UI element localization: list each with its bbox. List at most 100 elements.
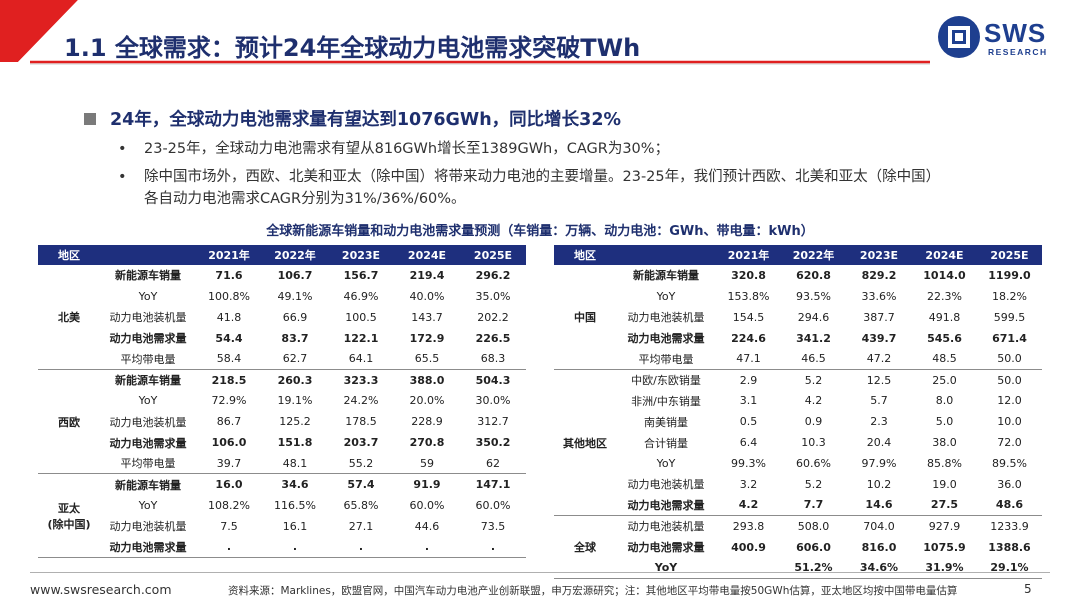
metric-cell: 南美销量 (644, 415, 688, 429)
value-cell: . (328, 536, 394, 558)
value-cell: 60.6% (796, 456, 831, 470)
value-cell: 172.9 (409, 331, 445, 345)
value-cell: 66.9 (282, 310, 308, 324)
value-cell: 20.0% (409, 394, 445, 408)
value-cell: 12.0 (997, 394, 1022, 408)
value-cell: 2.9 (739, 373, 758, 387)
value-cell: 1199.0 (988, 268, 1031, 282)
metric-cell: YoY (138, 394, 158, 408)
value-cell: . (394, 536, 460, 558)
value-cell: 97.9% (861, 456, 897, 470)
table-row: 平均带电量 58.4 62.7 64.1 65.5 68.3 (38, 348, 526, 370)
footer-url: www.swsresearch.com (30, 582, 172, 597)
table-row: 动力电池装机量 154.5 294.6 387.7 491.8 599.5 (554, 307, 1042, 328)
value-cell: 4.2 (716, 494, 781, 517)
value-cell: 387.7 (863, 310, 895, 324)
value-cell: 508.0 (797, 519, 830, 533)
value-cell: 36.0 (997, 477, 1022, 491)
value-cell: 12.5 (866, 373, 892, 387)
value-cell: 671.4 (992, 331, 1027, 345)
value-cell: 30.0% (475, 394, 511, 408)
metric-cell: 平均带电量 (100, 348, 196, 370)
value-cell: 218.5 (211, 373, 247, 387)
value-cell: 47.1 (716, 348, 781, 370)
footer-source: 资料来源：Marklines，欧盟官网，中国汽车动力电池产业创新联盟，申万宏源研… (228, 585, 958, 597)
region-label: 全球 (574, 541, 596, 555)
value-cell: 178.5 (345, 415, 377, 429)
headline-text: 24年，全球动力电池需求量有望达到1076GWh，同比增长32% (110, 110, 622, 130)
value-cell: 93.5% (796, 289, 831, 303)
value-cell: 203.7 (343, 436, 379, 450)
value-cell: 106.0 (211, 436, 247, 450)
value-cell: 64.1 (328, 348, 394, 370)
table-header-cell: 2025E (460, 245, 526, 265)
value-cell: 65.8% (343, 498, 379, 512)
value-cell: 0.5 (739, 415, 758, 429)
value-cell: 57.4 (347, 478, 375, 492)
logo-subtext: RESEARCH (988, 47, 1048, 57)
value-cell: 312.7 (477, 415, 509, 429)
value-cell: 122.1 (343, 331, 379, 345)
value-cell: 58.4 (196, 348, 262, 370)
value-cell: 49.1% (277, 289, 313, 303)
bullet-dot-icon: • (118, 141, 127, 157)
value-cell: 62.7 (262, 348, 328, 370)
value-cell: 91.9 (413, 478, 441, 492)
title-banner (0, 0, 930, 65)
region-sublabel: (除中国) (47, 517, 91, 531)
table-header-cell: 2022年 (262, 245, 328, 265)
metric-cell: 动力电池装机量 (109, 311, 187, 325)
value-cell: 4.2 (804, 394, 823, 408)
bullet-text: 各自动力电池需求CAGR分别为31%/36%/60%。 (144, 191, 466, 207)
value-cell: 2.3 (870, 415, 888, 429)
table-row: YoY 72.9% 19.1% 24.2% 20.0% 30.0% (38, 390, 526, 411)
value-cell: 46.5 (781, 348, 846, 370)
table-row: 动力电池装机量 86.7 125.2 178.5 228.9 312.7 (38, 411, 526, 432)
table-header-cell: 2024E (912, 245, 977, 265)
value-cell: 73.5 (480, 519, 506, 533)
table-header-cell: 2022年 (781, 245, 846, 265)
metric-cell: 动力电池需求量 (109, 436, 187, 450)
value-cell: 60.0% (475, 498, 511, 512)
value-cell: 599.5 (993, 310, 1026, 324)
table-row: 动力电池需求量 106.0 151.8 203.7 270.8 350.2 (38, 432, 526, 453)
metric-cell: 动力电池装机量 (627, 520, 705, 534)
value-cell: . (262, 536, 328, 558)
metric-cell: 动力电池需求量 (627, 541, 705, 555)
value-cell: 341.2 (796, 331, 831, 345)
table-row: 动力电池需求量 224.6 341.2 439.7 545.6 671.4 (554, 328, 1042, 349)
value-cell: 226.5 (475, 331, 511, 345)
value-cell: 320.8 (731, 268, 766, 282)
value-cell: 293.8 (732, 519, 765, 533)
metric-cell: 新能源车销量 (115, 478, 181, 492)
value-cell: 34.6% (846, 557, 912, 579)
value-cell: 47.2 (846, 348, 912, 370)
value-cell: 270.8 (409, 436, 445, 450)
value-cell: 829.2 (861, 268, 897, 282)
region-label: 北美 (58, 310, 80, 324)
table-row: 动力电池装机量 3.2 5.2 10.2 19.0 36.0 (554, 474, 1042, 495)
value-cell: 3.2 (739, 477, 758, 491)
value-cell: 491.8 (928, 310, 961, 324)
value-cell: . (460, 536, 526, 558)
value-cell: 0.9 (804, 415, 823, 429)
value-cell: 89.5% (992, 456, 1027, 470)
metric-cell: 动力电池需求量 (627, 332, 705, 346)
value-cell: 22.3% (927, 289, 962, 303)
value-cell: 44.6 (414, 519, 440, 533)
slide-header: 1.1 全球需求：预计24年全球动力电池需求突破TWh SWS RESEARCH (0, 0, 1080, 80)
value-cell: 106.7 (277, 268, 313, 282)
value-cell: 48.5 (912, 348, 977, 370)
page-number: 5 (1024, 582, 1032, 596)
value-cell: 71.6 (215, 268, 243, 282)
value-cell: 20.4 (866, 436, 892, 450)
value-cell: 228.9 (411, 415, 443, 429)
metric-cell: 新能源车销量 (115, 374, 181, 388)
region-cell: 北美 (38, 265, 100, 370)
metric-cell: 动力电池需求量 (109, 332, 187, 346)
metric-cell: 非洲/中东销量 (631, 394, 701, 408)
value-cell: 19.0 (932, 477, 957, 491)
value-cell: 68.3 (460, 348, 526, 370)
value-cell: 5.7 (870, 394, 888, 408)
table-header-cell: 地区 (554, 245, 616, 265)
